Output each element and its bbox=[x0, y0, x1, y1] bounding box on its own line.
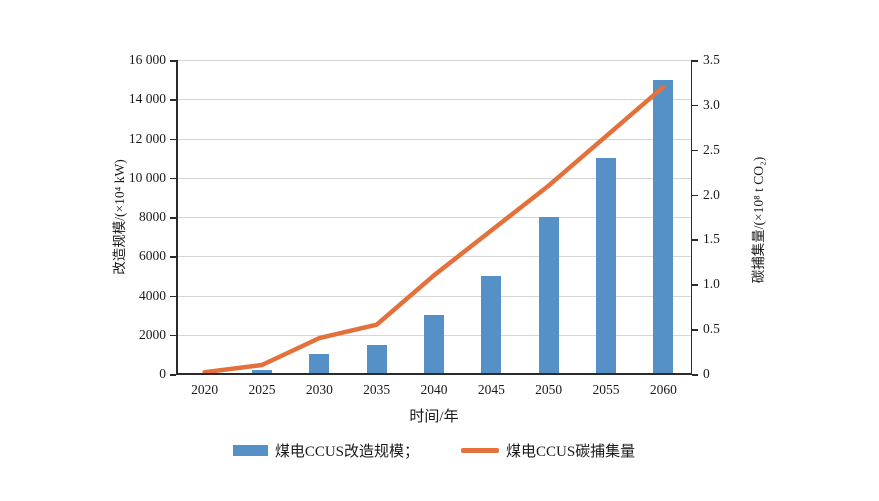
x-axis-tick-label: 2060 bbox=[649, 382, 677, 397]
right-axis-tick-label: 0.5 bbox=[703, 321, 720, 337]
x-axis-tick-label: 2025 bbox=[248, 382, 276, 397]
left-axis-tick-label: 16 000 bbox=[128, 52, 166, 67]
x-axis-tick-label: 2055 bbox=[592, 382, 620, 397]
legend-item-line: 煤电CCUS碳捕集量 bbox=[461, 440, 635, 461]
tick-mark bbox=[170, 256, 176, 258]
legend-item-bar: 煤电CCUS改造规模； bbox=[232, 440, 419, 461]
left-axis-tick-label: 8000 bbox=[139, 209, 166, 224]
left-axis-tick-label: 2000 bbox=[139, 326, 166, 342]
bar-2030 bbox=[309, 354, 330, 374]
left-axis-tick-label: 0 bbox=[159, 366, 166, 381]
tick-mark bbox=[170, 138, 176, 140]
bar-2040 bbox=[424, 315, 444, 374]
x-axis-line bbox=[176, 373, 692, 375]
left-axis-title: 改造规模/(×10⁴ kW) bbox=[112, 159, 127, 275]
right-axis-tick-label: 3.0 bbox=[703, 96, 720, 112]
bar-2035 bbox=[366, 344, 387, 374]
right-axis-line bbox=[690, 60, 692, 374]
right-axis-tick-label: 0 bbox=[703, 366, 710, 381]
right-axis-tick-label: 2.0 bbox=[703, 186, 720, 202]
tick-mark bbox=[692, 104, 698, 107]
x-axis-tick-label: 2040 bbox=[420, 382, 448, 397]
gridline bbox=[176, 60, 692, 61]
tick-mark bbox=[170, 334, 176, 337]
left-axis-tick-label: 14 000 bbox=[128, 91, 166, 107]
tick-mark bbox=[170, 60, 176, 62]
legend-line-label: 煤电CCUS碳捕集量 bbox=[506, 444, 636, 460]
legend-bar-label: 煤电CCUS改造规模； bbox=[274, 444, 419, 460]
legend-line-swatch-icon bbox=[461, 448, 499, 453]
left-axis-line bbox=[176, 60, 178, 374]
right-axis-tick-label: 3.5 bbox=[703, 52, 720, 67]
bar-2045 bbox=[481, 275, 502, 374]
bar-2060 bbox=[653, 79, 674, 374]
left-axis-tick-label: 4000 bbox=[139, 287, 166, 303]
legend-bar-swatch-icon bbox=[232, 445, 268, 456]
right-axis-tick-label: 1.5 bbox=[703, 231, 720, 247]
right-axis-tick-label: 1.0 bbox=[703, 276, 720, 292]
left-axis-tick-label: 12 000 bbox=[128, 130, 166, 146]
x-axis-tick-label: 2030 bbox=[305, 382, 333, 397]
plot-area bbox=[176, 60, 692, 375]
tick-mark bbox=[170, 374, 176, 376]
gridline bbox=[176, 99, 692, 101]
tick-mark bbox=[170, 295, 176, 297]
tick-mark bbox=[692, 60, 698, 62]
tick-mark bbox=[692, 329, 698, 331]
x-axis-tick-label: 2020 bbox=[191, 382, 219, 397]
tick-mark bbox=[170, 217, 176, 219]
tick-mark bbox=[170, 177, 176, 180]
right-axis-title: 碳捕集量/(×10⁸ t CO₂) bbox=[751, 156, 766, 284]
tick-mark bbox=[692, 149, 698, 152]
tick-mark bbox=[692, 374, 698, 376]
bar-2050 bbox=[538, 217, 559, 374]
tick-mark bbox=[170, 99, 176, 101]
tick-mark bbox=[692, 194, 698, 197]
bar-2055 bbox=[596, 158, 616, 374]
left-axis-tick-label: 10 000 bbox=[128, 169, 166, 185]
gridline bbox=[176, 138, 692, 140]
legend: 煤电CCUS改造规模； 煤电CCUS碳捕集量 bbox=[176, 440, 692, 461]
tick-mark bbox=[692, 284, 698, 286]
x-axis-tick-label: 2045 bbox=[477, 382, 505, 397]
left-axis-tick-label: 6000 bbox=[139, 248, 166, 264]
x-axis-tick-label: 2050 bbox=[535, 382, 563, 397]
right-axis-tick-label: 2.5 bbox=[703, 141, 720, 157]
tick-mark bbox=[692, 239, 698, 241]
x-axis-tick-label: 2035 bbox=[363, 382, 391, 397]
x-axis-title: 时间/年 bbox=[409, 409, 459, 425]
